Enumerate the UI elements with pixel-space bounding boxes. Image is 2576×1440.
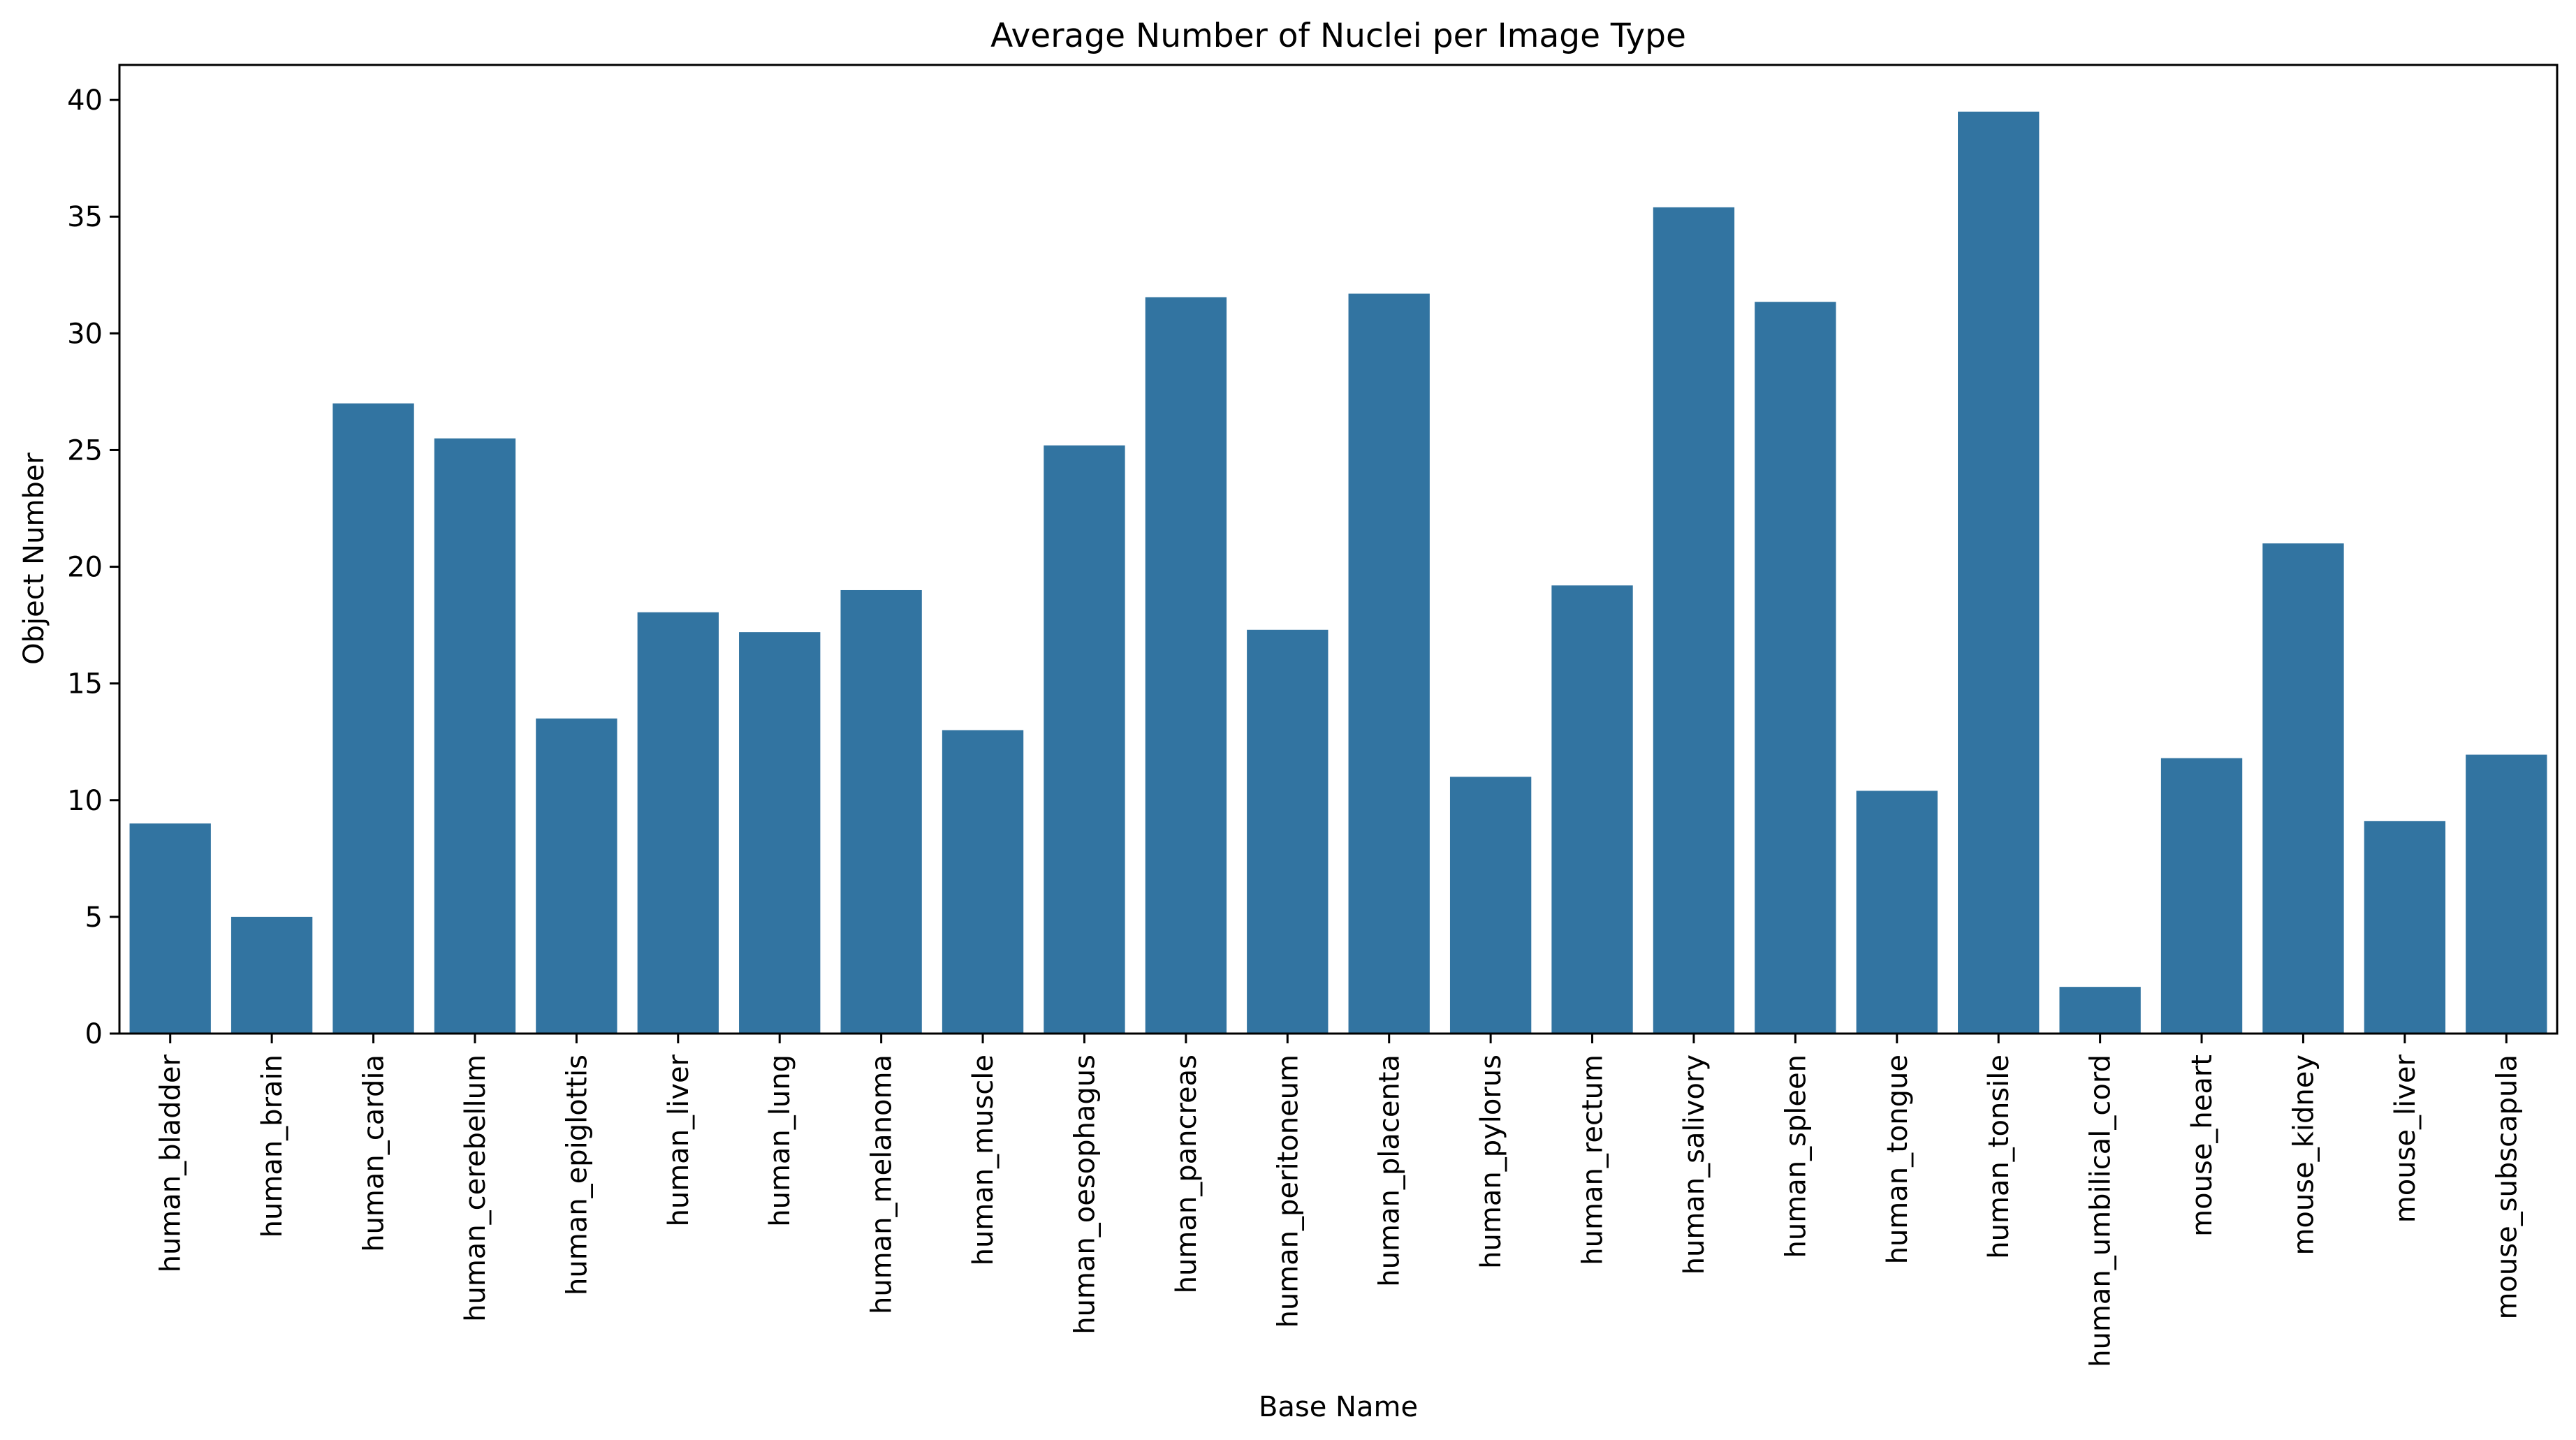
y-tick-label: 25: [67, 434, 103, 466]
bar-human_melanoma: [840, 589, 922, 1034]
x-tick-label: human_pancreas: [1171, 1055, 1203, 1293]
bar-human_lung: [739, 632, 821, 1034]
bar-human_spleen: [1755, 302, 1836, 1034]
bar-human_umbilical_cord: [2059, 987, 2141, 1034]
x-tick-label: mouse_liver: [2390, 1054, 2422, 1223]
y-tick-label: 30: [67, 318, 103, 350]
y-tick-label: 5: [85, 902, 103, 934]
x-axis-label: Base Name: [1259, 1391, 1418, 1423]
x-tick-label: human_pylorus: [1475, 1055, 1507, 1269]
bar-human_pancreas: [1145, 297, 1227, 1034]
x-tick-label: human_brain: [256, 1055, 288, 1237]
x-tick-label: mouse_kidney: [2288, 1055, 2320, 1256]
y-tick-label: 40: [67, 85, 103, 117]
bar-human_salivory: [1653, 207, 1735, 1034]
plot-frame: [118, 64, 2559, 1035]
x-tick-label: human_liver: [663, 1054, 695, 1226]
bar-human_tongue: [1856, 791, 1938, 1034]
bars-group: [129, 111, 2547, 1034]
bar-human_muscle: [942, 730, 1024, 1034]
y-tick-label: 20: [67, 552, 103, 584]
bar-human_oesophagus: [1044, 445, 1125, 1034]
x-axis-ticks: human_bladder human_brain human_cardia huma…: [155, 1034, 2523, 1367]
x-tick-label: human_tongue: [1882, 1055, 1914, 1264]
bar-mouse_liver: [2364, 821, 2446, 1034]
y-tick-label: 15: [67, 668, 103, 700]
x-tick-label: human_peritoneum: [1272, 1055, 1304, 1328]
x-tick-label: human_bladder: [155, 1054, 187, 1272]
x-tick-label: human_epiglottis: [561, 1055, 593, 1295]
bar-mouse_subscapula: [2466, 754, 2547, 1034]
y-tick-label: 35: [67, 201, 103, 233]
bar-human_bladder: [129, 823, 211, 1034]
bar-mouse_heart: [2160, 758, 2243, 1034]
x-tick-label: human_oesophagus: [1069, 1055, 1101, 1335]
y-tick-label: 10: [67, 785, 103, 817]
bar-human_pylorus: [1449, 777, 1532, 1034]
x-tick-label: human_cardia: [358, 1055, 390, 1252]
x-tick-label: human_placenta: [1374, 1055, 1406, 1287]
x-tick-label: human_rectum: [1577, 1055, 1609, 1265]
x-tick-label: human_salivory: [1678, 1055, 1711, 1274]
x-tick-label: human_cerebellum: [460, 1055, 492, 1322]
bar-human_cerebellum: [434, 438, 516, 1034]
x-tick-label: human_tonsile: [1983, 1055, 2015, 1259]
bar-human_tonsile: [1958, 111, 2040, 1034]
bar-human_peritoneum: [1247, 629, 1329, 1034]
x-tick-label: mouse_heart: [2186, 1055, 2218, 1237]
x-tick-label: human_muscle: [967, 1055, 1000, 1265]
bar-human_liver: [637, 612, 719, 1034]
x-tick-label: human_lung: [764, 1055, 796, 1227]
bar-human_brain: [230, 916, 313, 1034]
y-tick-label: 0: [85, 1018, 103, 1050]
bar-human_cardia: [332, 403, 414, 1034]
x-tick-label: mouse_subscapula: [2491, 1055, 2523, 1320]
chart-title: Average Number of Nuclei per Image Type: [990, 17, 1686, 55]
x-tick-label: human_umbilical_cord: [2085, 1055, 2117, 1367]
y-axis-ticks: 0 5 10 15 20 25 30 35 40: [67, 85, 119, 1050]
bar-mouse_kidney: [2262, 543, 2344, 1034]
bar-human_epiglottis: [536, 718, 617, 1034]
bar-human_placenta: [1348, 293, 1430, 1034]
y-axis-label: Object Number: [18, 453, 50, 665]
bar-human_rectum: [1551, 585, 1633, 1034]
x-tick-label: human_spleen: [1780, 1055, 1812, 1258]
x-tick-label: human_melanoma: [866, 1055, 898, 1314]
